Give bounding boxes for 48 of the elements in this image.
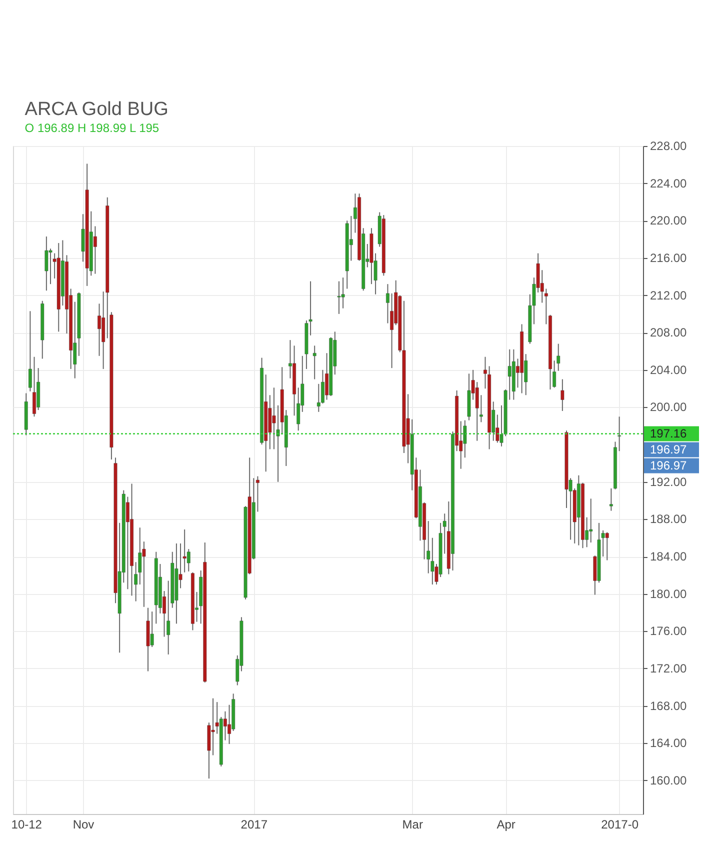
- candlestick: [337, 280, 341, 314]
- candlestick: [48, 248, 52, 285]
- candlestick: [386, 284, 390, 324]
- y-tick-label: 164.00: [650, 736, 688, 750]
- y-tick-label: 204.00: [650, 362, 688, 377]
- y-tick-label: 160.00: [650, 773, 688, 788]
- y-tick-label: 188.00: [650, 512, 688, 526]
- y-tick-label: 184.00: [650, 550, 688, 564]
- y-tick-label: 192.00: [650, 474, 688, 489]
- candlestick: [390, 292, 394, 369]
- candlestick: [93, 226, 97, 274]
- candlestick: [609, 488, 613, 512]
- candlestick: [32, 356, 36, 418]
- candlestick: [150, 611, 154, 648]
- chart-title: ARCA Gold BUG: [24, 99, 168, 120]
- ref-line-label: 197.16: [650, 426, 688, 441]
- y-tick-label: 208.00: [650, 326, 688, 340]
- candlestick: [605, 532, 609, 561]
- y-tick-label: 168.00: [650, 698, 688, 713]
- text: 196.97: [650, 442, 688, 457]
- candlestick: [211, 698, 215, 756]
- y-tick-label: 220.00: [650, 214, 688, 228]
- candlestick: [560, 378, 564, 412]
- y-tick-label: 228.00: [650, 139, 688, 153]
- x-tick-label: Nov: [72, 818, 94, 832]
- x-tick-label: Mar: [402, 818, 423, 832]
- x-tick-label: 10-12: [11, 818, 42, 832]
- candlestick: [618, 416, 622, 452]
- candlestick: [483, 356, 487, 390]
- y-tick-label: 212.00: [650, 288, 688, 302]
- candlestick: [98, 303, 102, 356]
- candlestick: [44, 236, 48, 292]
- candlestick: [320, 369, 324, 404]
- y-tick-label: 224.00: [650, 176, 688, 190]
- candlestick: [589, 498, 593, 544]
- x-tick-label: 2017-0: [601, 818, 639, 832]
- y-tick-label: 216.00: [650, 250, 688, 265]
- y-tick-label: 172.00: [650, 661, 688, 676]
- candlestick: [28, 310, 32, 392]
- chart-subtitle: O 196.89 H 198.99 L 195: [24, 121, 160, 135]
- candlestick: [126, 496, 130, 590]
- y-tick-label: 200.00: [650, 400, 688, 414]
- text: 196.97: [650, 458, 688, 473]
- y-tick-label: 180.00: [650, 586, 688, 601]
- x-tick-label: 2017: [240, 818, 268, 832]
- x-tick-label: Apr: [496, 818, 516, 832]
- candlestick: [312, 345, 316, 380]
- y-tick-label: 176.00: [650, 624, 688, 638]
